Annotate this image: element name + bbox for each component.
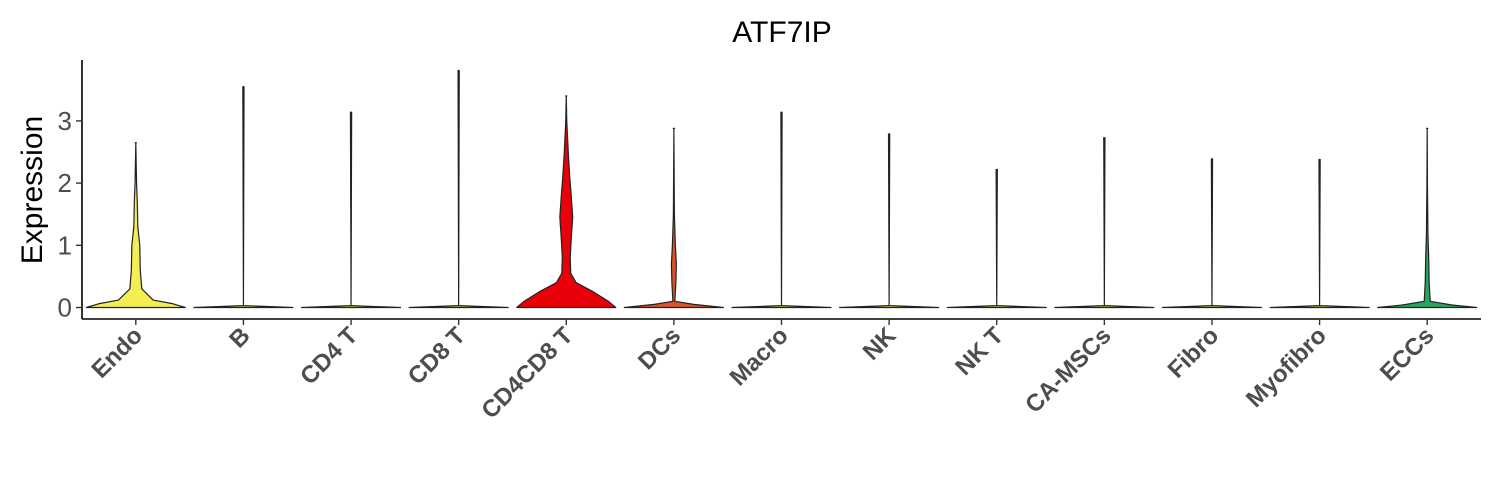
y-tick-label: 2 <box>58 168 72 198</box>
x-tick-label: CA-MSCs <box>1020 322 1116 418</box>
y-tick-label: 1 <box>58 230 72 260</box>
violin-endo <box>85 142 186 309</box>
violin-cd8-t <box>408 69 509 309</box>
y-tick-label: 0 <box>58 293 72 323</box>
chart-title: ATF7IP <box>732 16 831 49</box>
x-tick-label: CD4CD8 T <box>476 322 578 424</box>
violin-nk <box>839 133 940 309</box>
violin-eccs <box>1377 127 1478 309</box>
x-axis-ticks: Endo B CD4 T CD8 T CD4CD8 T DCs Macro NK NK T CA-… <box>87 319 1439 424</box>
x-tick-label: Macro <box>725 322 794 391</box>
y-axis-label: Expression <box>16 116 49 264</box>
violin-ca-mscs <box>1054 137 1155 309</box>
violin-dcs <box>623 127 724 309</box>
x-tick-label: Myofibro <box>1241 322 1332 413</box>
violin-macro <box>731 111 832 309</box>
violin-fibro <box>1161 158 1263 309</box>
x-tick-label: DCs <box>633 322 686 375</box>
y-tick-label: 3 <box>58 106 72 136</box>
x-tick-label: NK T <box>950 322 1009 381</box>
violin-myofibro <box>1269 158 1370 309</box>
x-tick-label: Endo <box>87 322 149 384</box>
violin-cd4-t <box>300 111 402 309</box>
x-tick-label: B <box>224 322 255 353</box>
violin-cd4cd8-t <box>516 95 617 309</box>
x-tick-label: NK <box>858 322 902 366</box>
x-tick-label: Fibro <box>1163 322 1225 384</box>
violin-nk-t <box>946 168 1047 309</box>
x-tick-label: CD8 T <box>403 322 471 390</box>
violin-group <box>85 69 1478 309</box>
x-tick-label: ECCs <box>1375 322 1439 386</box>
violin-b <box>193 86 294 309</box>
x-tick-label: CD4 T <box>295 322 363 390</box>
y-axis-ticks: 0 1 2 3 <box>58 106 82 323</box>
